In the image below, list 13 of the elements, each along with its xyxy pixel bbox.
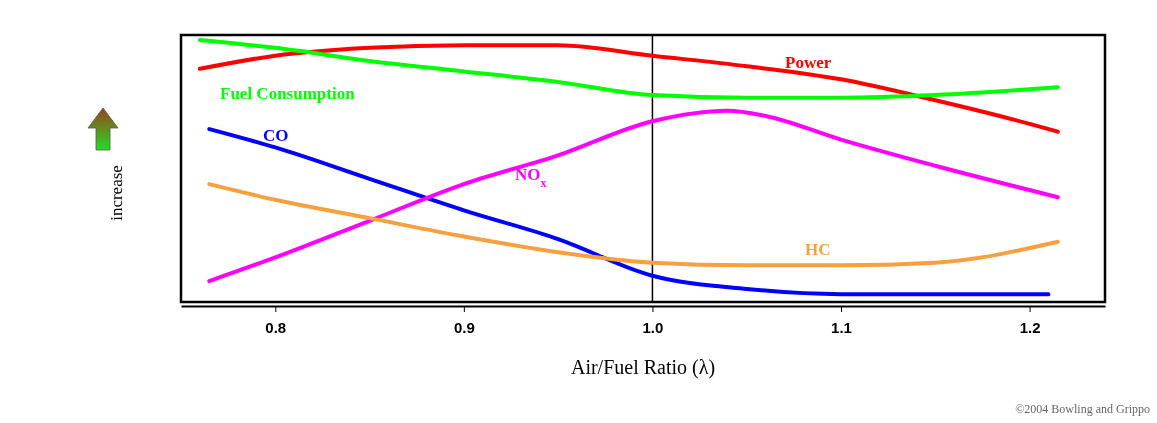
y-axis-title: increase: [107, 165, 126, 221]
x-tick-label: 0.9: [453, 319, 475, 336]
text: ©2004 Bowling and Grippo: [1015, 402, 1150, 416]
x-tick-label: 1.0: [642, 319, 664, 336]
series-label: CO: [263, 126, 289, 145]
x-tick-label: 0.8: [265, 319, 287, 336]
series-label: NO$_{x}$: [515, 165, 547, 190]
series-label: Fuel Consumption: [220, 84, 356, 103]
series-label: Power: [785, 53, 832, 72]
x-tick-label: 1.1: [831, 319, 852, 336]
x-axis-title: Air/Fuel Ratio (λ): [570, 356, 716, 379]
x-tick-label: 1.2: [1019, 319, 1041, 336]
series-label: HC: [805, 240, 831, 259]
